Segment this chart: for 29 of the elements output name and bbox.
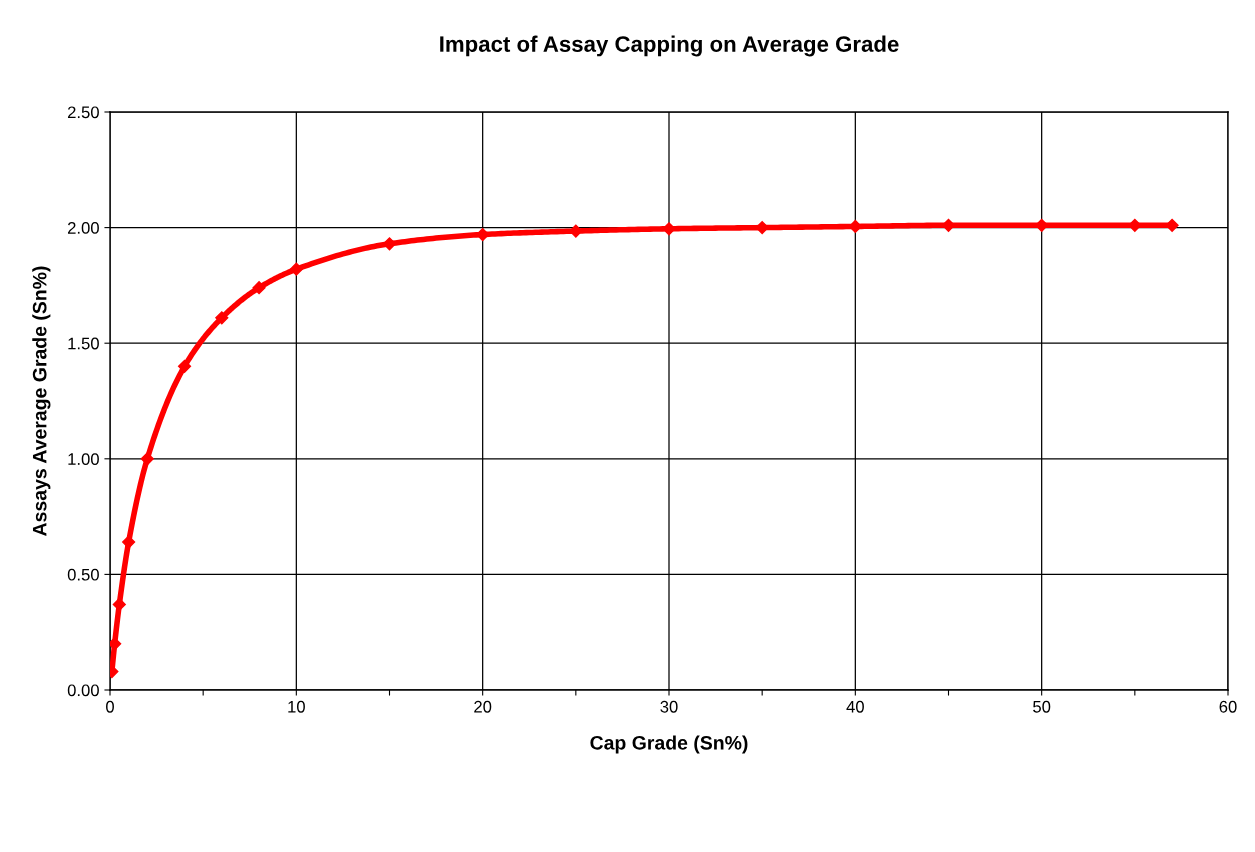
point: [140, 452, 154, 466]
y-tick-label: 1.50: [68, 337, 99, 350]
point: [289, 262, 303, 276]
point: [215, 311, 229, 325]
x-tick-label: 40: [846, 700, 864, 713]
y-axis-title: Assays Average Grade (Sn%): [32, 266, 51, 536]
point: [1165, 218, 1179, 232]
y-tick-label: 1.00: [68, 453, 99, 465]
y-tick-label: 0.00: [67, 684, 99, 697]
x-tick-label: 0: [106, 700, 114, 713]
point: [177, 359, 192, 373]
point: [122, 535, 136, 549]
point: [569, 224, 583, 238]
y-tick-label: 0.50: [67, 568, 99, 581]
point: [382, 237, 397, 251]
x-tick-label: 20: [474, 700, 492, 713]
x-tick-label: 60: [1219, 700, 1237, 713]
point: [110, 637, 122, 651]
x-tick-label: 30: [660, 700, 678, 713]
x-axis-title: Cap Grade (Sn%): [590, 735, 748, 754]
y-tick-label: 2.50: [67, 106, 99, 119]
point: [662, 222, 676, 236]
y-tick-label: 2.00: [67, 222, 99, 234]
x-tick-label: 50: [1033, 700, 1051, 713]
point: [1128, 218, 1142, 232]
point: [252, 281, 266, 295]
point: [112, 597, 126, 612]
chart-title: Impact of Assay Capping on Average Grade: [440, 35, 899, 57]
x-tick-label: 10: [288, 700, 305, 713]
